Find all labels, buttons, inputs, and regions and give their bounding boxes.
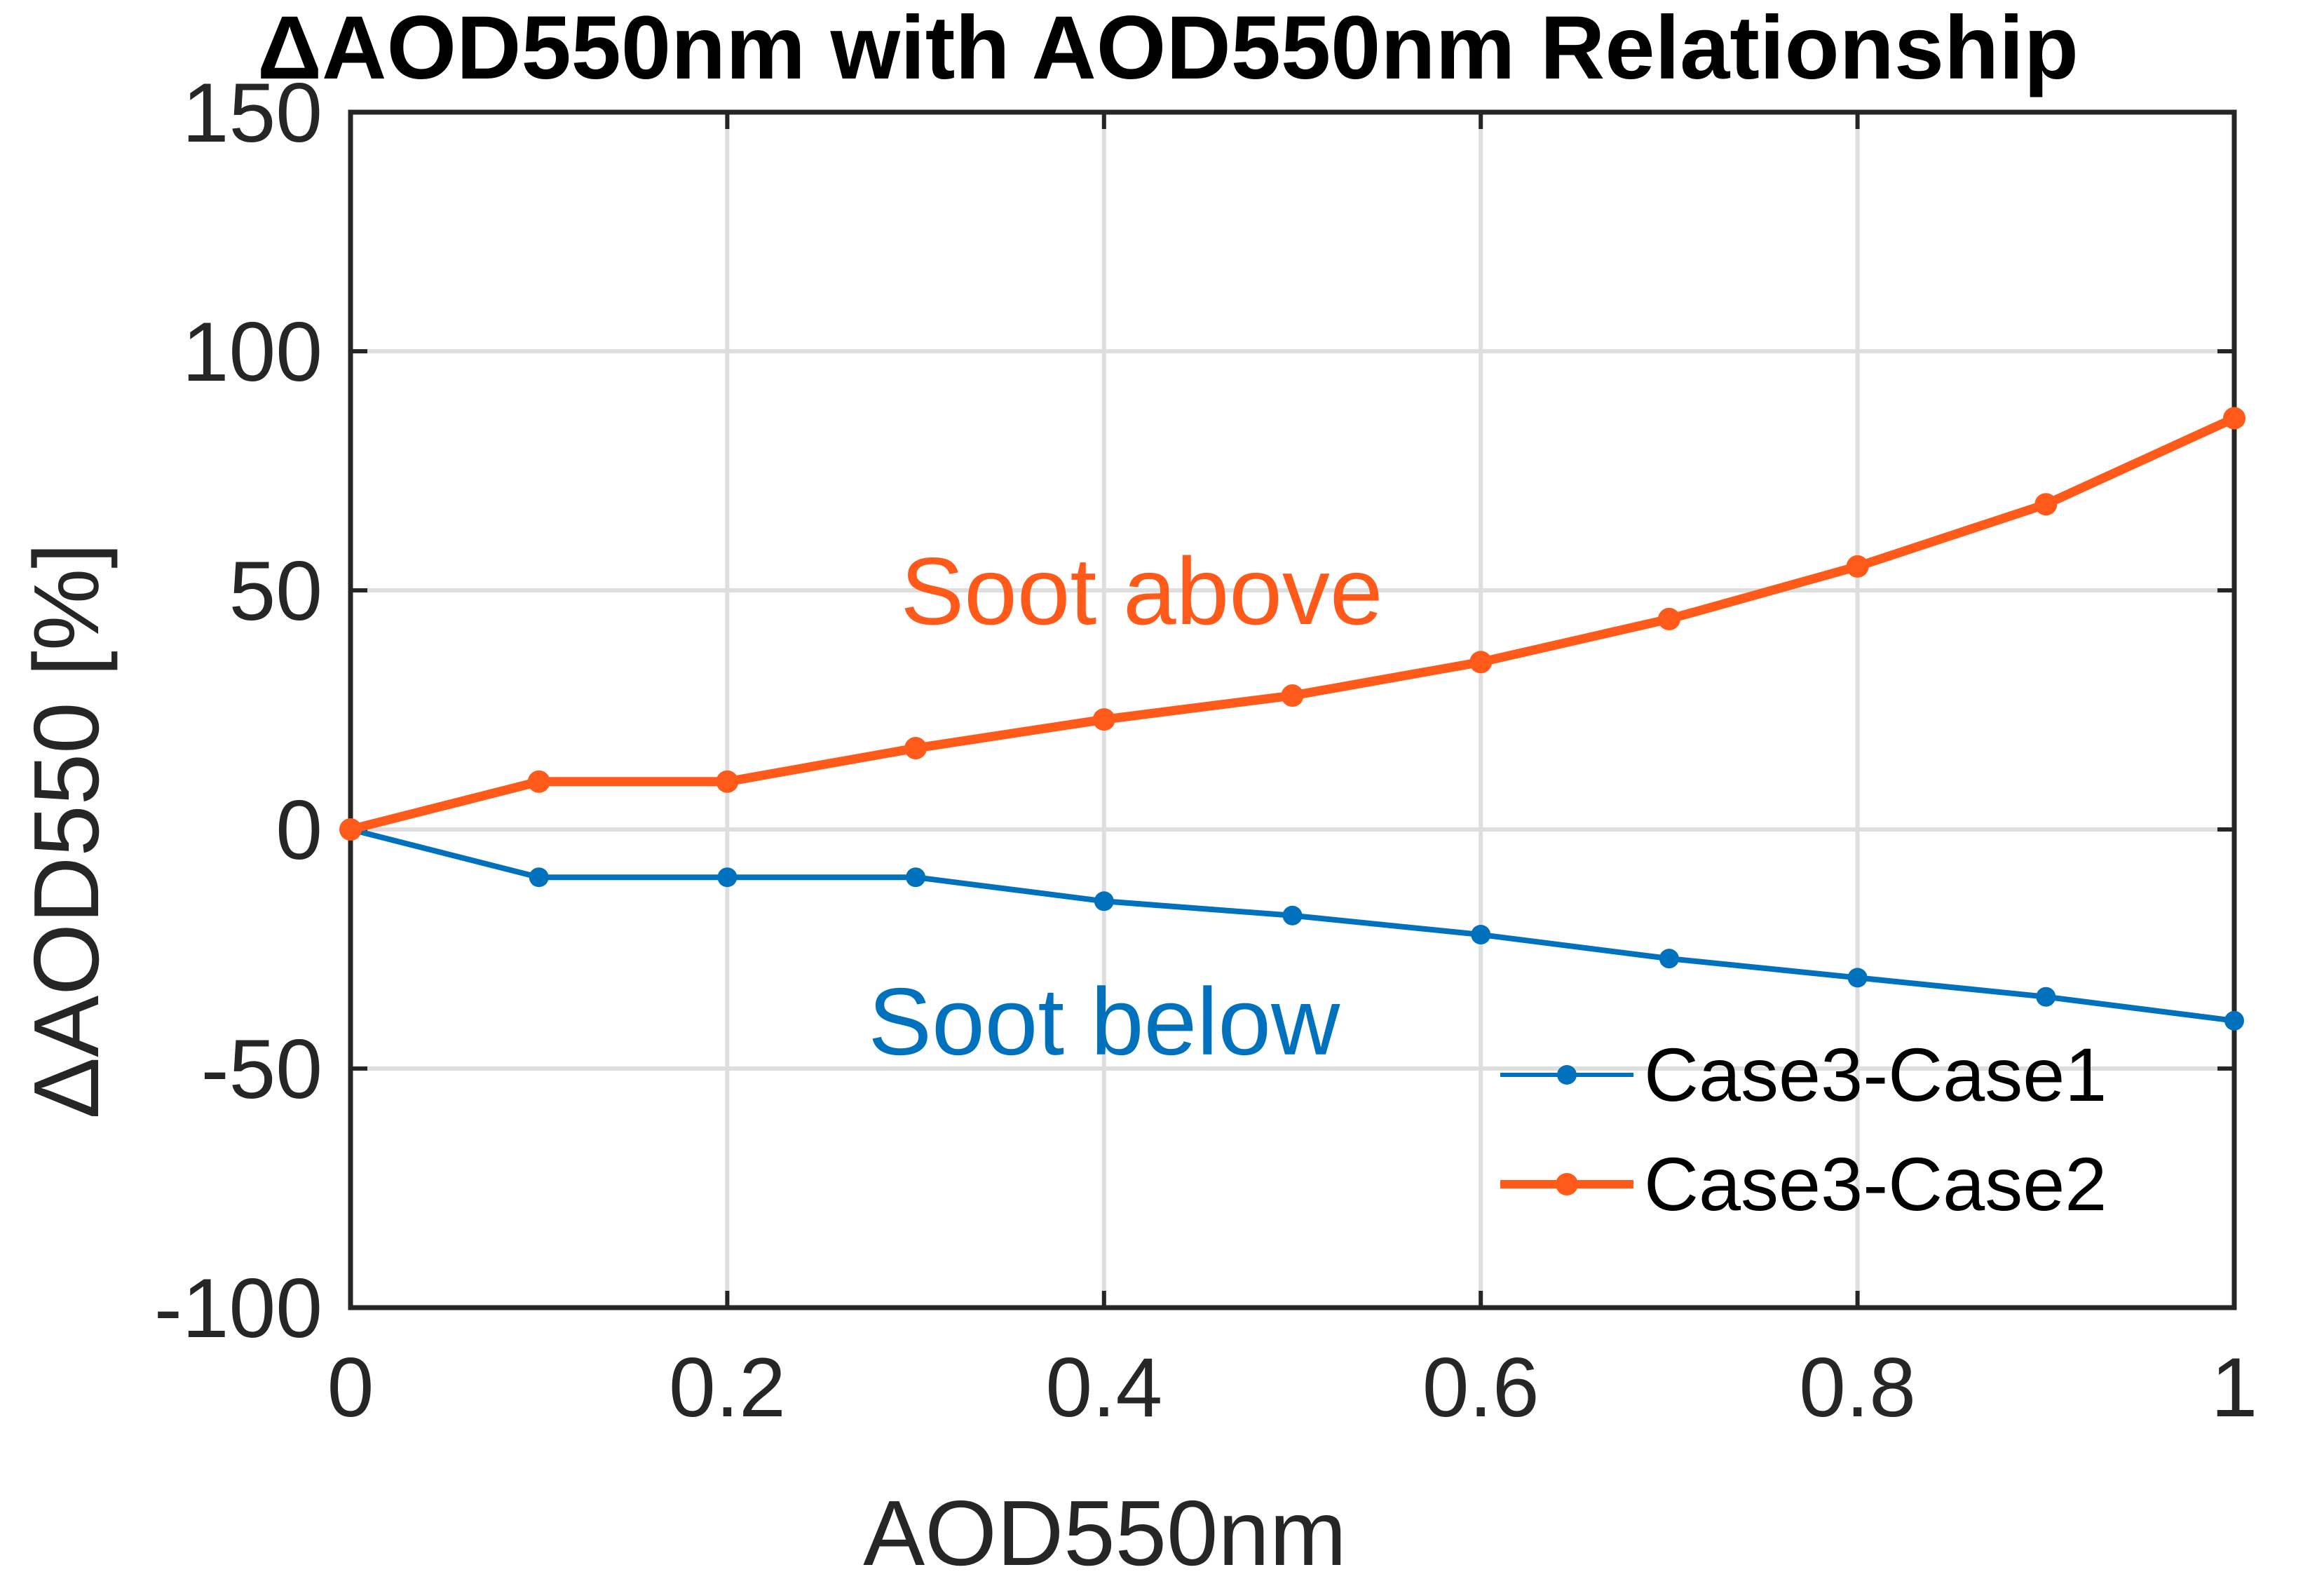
data-point-case3-case1 bbox=[1659, 949, 1679, 969]
data-point-case3-case1 bbox=[1847, 968, 1868, 988]
y-tick-label: 0 bbox=[276, 783, 322, 877]
data-point-case3-case2 bbox=[339, 818, 362, 841]
y-tick-label: 50 bbox=[229, 544, 322, 638]
x-axis-label: AOD550nm bbox=[863, 1482, 1347, 1585]
legend: Case3-Case1 Case3-Case2 bbox=[1500, 1032, 2107, 1226]
y-axis-label: ΔAOD550 [%] bbox=[15, 543, 118, 1119]
data-point-case3-case1 bbox=[1094, 891, 1114, 911]
data-point-case3-case2 bbox=[2223, 407, 2245, 430]
legend-marker-case3-case2 bbox=[1556, 1173, 1578, 1195]
data-point-case3-case1 bbox=[2224, 1010, 2244, 1031]
y-tick-label: 100 bbox=[182, 305, 322, 399]
legend-label-case3-case2: Case3-Case2 bbox=[1644, 1141, 2107, 1226]
annotation-soot-below: Soot below bbox=[868, 968, 1340, 1075]
y-tick-label: -100 bbox=[154, 1261, 322, 1355]
data-point-case3-case1 bbox=[1282, 905, 1303, 926]
legend-label-case3-case1: Case3-Case1 bbox=[1644, 1032, 2107, 1117]
plot-frame bbox=[348, 109, 2237, 1310]
data-point-case3-case1 bbox=[717, 867, 738, 888]
data-point-case3-case1 bbox=[906, 867, 926, 888]
data-point-case3-case2 bbox=[1657, 607, 1680, 630]
x-tick-label: 0.2 bbox=[669, 1341, 786, 1435]
data-point-case3-case2 bbox=[2034, 493, 2058, 516]
x-tick-label: 0.4 bbox=[1045, 1341, 1162, 1435]
data-point-case3-case2 bbox=[1846, 555, 1869, 578]
data-point-case3-case1 bbox=[2036, 987, 2056, 1007]
data-point-case3-case1 bbox=[529, 867, 549, 888]
y-tick-label: 150 bbox=[182, 66, 322, 160]
data-point-case3-case2 bbox=[1092, 708, 1115, 731]
annotation-soot-above: Soot above bbox=[900, 538, 1382, 644]
legend-marker-case3-case1 bbox=[1557, 1065, 1577, 1085]
data-point-case3-case1 bbox=[1471, 925, 1491, 945]
tick-labels: 0 0.2 0.4 0.6 0.8 1 -100 -50 0 50 100 150 bbox=[154, 66, 2258, 1435]
data-point-case3-case2 bbox=[527, 770, 550, 793]
x-tick-label: 0.8 bbox=[1799, 1341, 1916, 1435]
y-tick-label: -50 bbox=[201, 1022, 322, 1116]
data-point-case3-case2 bbox=[904, 737, 927, 760]
x-tick-label: 0 bbox=[327, 1341, 374, 1435]
data-point-case3-case2 bbox=[1281, 684, 1304, 707]
chart-title: ΔAOD550nm with AOD550nm Relationship bbox=[257, 0, 2079, 98]
x-tick-label: 0.6 bbox=[1422, 1341, 1540, 1435]
data-point-case3-case2 bbox=[716, 770, 739, 793]
axes bbox=[348, 109, 2237, 1310]
x-tick-label: 1 bbox=[2211, 1341, 2258, 1435]
data-point-case3-case2 bbox=[1469, 651, 1493, 674]
series-layer bbox=[339, 407, 2245, 1031]
